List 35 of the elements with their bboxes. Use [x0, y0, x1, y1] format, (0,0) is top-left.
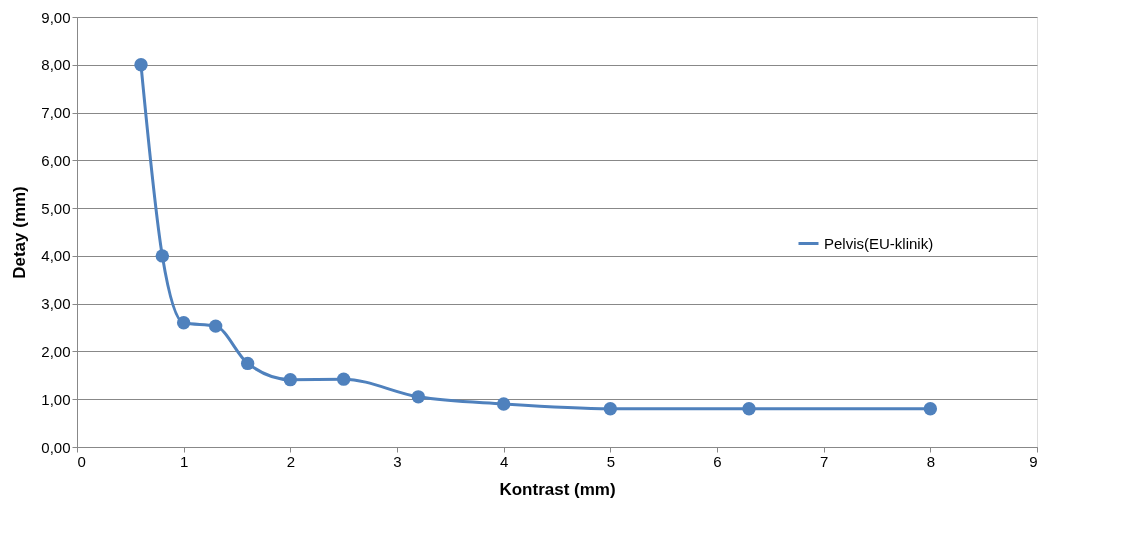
point [134, 58, 148, 72]
y-tick-label: 3,00 [41, 295, 71, 313]
y-tick-label: 4,00 [41, 247, 71, 265]
point [155, 249, 170, 263]
point [923, 402, 938, 416]
point [742, 402, 756, 416]
x-tick-label: 0 [77, 452, 86, 470]
y-tick-label: 9,00 [41, 8, 71, 26]
x-tick-label: 3 [393, 452, 402, 470]
point [496, 397, 511, 411]
x-tick-label: 1 [179, 452, 189, 470]
x-tick-label: 7 [819, 452, 829, 470]
x-tick-label: 2 [286, 452, 296, 470]
y-tick-label: 0,00 [41, 438, 71, 456]
point [603, 402, 618, 416]
y-tick-label: 7,00 [41, 104, 71, 122]
y-tick-label: 2,00 [41, 342, 71, 360]
y-tick-label: 1,00 [41, 390, 71, 408]
point [208, 319, 223, 333]
y-axis-title: Detay (mm) [10, 186, 30, 279]
y-tick-label: 6,00 [41, 151, 71, 169]
x-tick-label: 9 [1029, 452, 1038, 470]
x-tick-label: 6 [713, 452, 722, 470]
point [240, 356, 255, 371]
x-tick-label: 4 [499, 452, 509, 470]
x-tick-label: 8 [926, 452, 936, 470]
point [411, 390, 426, 404]
point [336, 372, 351, 386]
y-tick-label: 8,00 [41, 56, 71, 74]
x-tick-label: 5 [606, 452, 616, 470]
point [283, 372, 298, 387]
legend-label: Pelvis(EU-klinik) [824, 234, 934, 252]
y-tick-label: 5,00 [41, 199, 71, 217]
point [176, 316, 191, 330]
x-axis-title: Kontrast (mm) [499, 479, 616, 499]
